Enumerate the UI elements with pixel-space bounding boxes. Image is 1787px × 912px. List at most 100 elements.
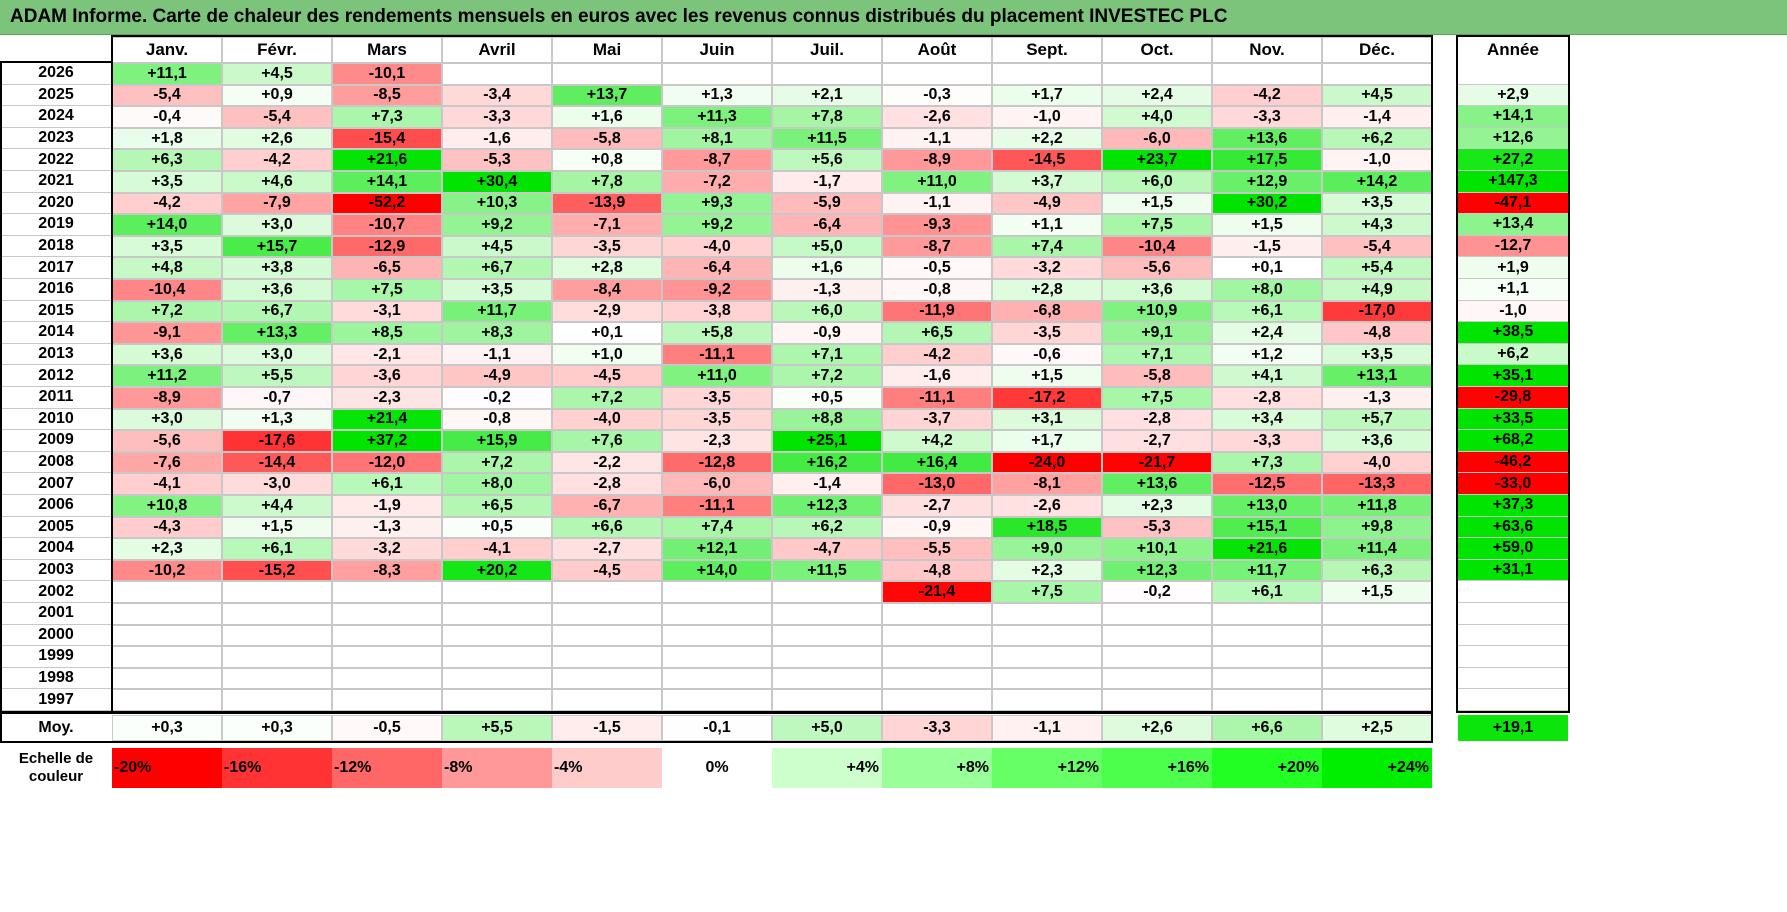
heatmap-cell[interactable]: +10,8 <box>112 495 222 517</box>
heatmap-cell[interactable]: +4,2 <box>882 430 992 452</box>
heatmap-cell[interactable]: +8,5 <box>332 322 442 344</box>
heatmap-cell[interactable]: +7,5 <box>332 279 442 301</box>
heatmap-cell[interactable] <box>992 63 1102 85</box>
heatmap-cell[interactable]: +7,2 <box>772 365 882 387</box>
heatmap-cell[interactable] <box>882 646 992 668</box>
heatmap-cell[interactable]: +8,1 <box>662 127 772 150</box>
annual-cell[interactable] <box>1458 689 1568 711</box>
heatmap-cell[interactable] <box>992 603 1102 625</box>
annual-cell[interactable]: +63,6 <box>1458 516 1568 539</box>
heatmap-cell[interactable] <box>112 689 222 711</box>
annual-cell[interactable]: +37,3 <box>1458 495 1568 517</box>
heatmap-cell[interactable]: +7,6 <box>552 430 662 452</box>
heatmap-cell[interactable]: -1,4 <box>1322 106 1432 128</box>
average-cell[interactable]: -0,5 <box>332 715 442 741</box>
average-cell[interactable]: -1,1 <box>992 715 1102 741</box>
heatmap-cell[interactable] <box>552 603 662 625</box>
heatmap-cell[interactable]: +30,4 <box>442 171 552 193</box>
heatmap-cell[interactable] <box>1322 603 1432 625</box>
heatmap-cell[interactable]: -5,4 <box>112 84 222 107</box>
heatmap-cell[interactable]: +14,2 <box>1322 171 1432 193</box>
heatmap-cell[interactable] <box>1212 667 1322 690</box>
heatmap-cell[interactable]: +4,6 <box>222 171 332 193</box>
heatmap-cell[interactable]: +11,0 <box>662 365 772 387</box>
heatmap-cell[interactable]: +1,6 <box>772 257 882 279</box>
heatmap-cell[interactable]: -0,7 <box>222 387 332 409</box>
heatmap-cell[interactable]: +21,6 <box>332 149 442 171</box>
heatmap-cell[interactable]: -5,8 <box>1102 365 1212 387</box>
heatmap-cell[interactable]: +3,5 <box>112 235 222 258</box>
heatmap-cell[interactable] <box>1102 667 1212 690</box>
annual-cell[interactable]: -12,7 <box>1458 235 1568 258</box>
heatmap-cell[interactable]: -2,8 <box>1102 408 1212 431</box>
heatmap-cell[interactable] <box>772 624 882 647</box>
heatmap-cell[interactable]: +11,8 <box>1322 495 1432 517</box>
heatmap-cell[interactable]: -21,7 <box>1102 451 1212 474</box>
heatmap-cell[interactable]: +7,5 <box>1102 214 1212 236</box>
heatmap-cell[interactable]: +0,8 <box>552 149 662 171</box>
heatmap-cell[interactable] <box>882 63 992 85</box>
heatmap-cell[interactable]: -6,0 <box>662 473 772 495</box>
heatmap-cell[interactable]: +6,3 <box>112 149 222 171</box>
heatmap-cell[interactable]: +4,8 <box>112 257 222 279</box>
annual-cell[interactable] <box>1458 667 1568 690</box>
annual-cell[interactable]: +68,2 <box>1458 430 1568 452</box>
heatmap-cell[interactable]: -4,5 <box>552 559 662 582</box>
heatmap-cell[interactable]: +1,7 <box>992 430 1102 452</box>
heatmap-cell[interactable] <box>882 624 992 647</box>
heatmap-cell[interactable] <box>1212 689 1322 711</box>
heatmap-cell[interactable]: +11,3 <box>662 106 772 128</box>
heatmap-cell[interactable]: +6,1 <box>1212 581 1322 603</box>
heatmap-cell[interactable]: +12,3 <box>1102 559 1212 582</box>
heatmap-cell[interactable]: -5,6 <box>112 430 222 452</box>
heatmap-cell[interactable]: -3,6 <box>332 365 442 387</box>
heatmap-cell[interactable] <box>1212 646 1322 668</box>
heatmap-cell[interactable]: -10,4 <box>1102 235 1212 258</box>
heatmap-cell[interactable]: +13,0 <box>1212 495 1322 517</box>
heatmap-cell[interactable]: +8,0 <box>442 473 552 495</box>
heatmap-cell[interactable]: +4,4 <box>222 495 332 517</box>
heatmap-cell[interactable] <box>1102 689 1212 711</box>
heatmap-cell[interactable]: +6,7 <box>442 257 552 279</box>
heatmap-cell[interactable]: +2,3 <box>112 538 222 560</box>
heatmap-cell[interactable]: +15,7 <box>222 235 332 258</box>
heatmap-cell[interactable]: +1,6 <box>552 106 662 128</box>
heatmap-cell[interactable]: -2,3 <box>662 430 772 452</box>
heatmap-cell[interactable] <box>222 603 332 625</box>
heatmap-cell[interactable]: +2,2 <box>992 127 1102 150</box>
heatmap-cell[interactable]: -10,7 <box>332 214 442 236</box>
heatmap-cell[interactable]: -2,7 <box>882 495 992 517</box>
heatmap-cell[interactable]: +3,6 <box>222 279 332 301</box>
heatmap-cell[interactable]: -17,6 <box>222 430 332 452</box>
annual-cell[interactable]: +38,5 <box>1458 322 1568 344</box>
average-cell[interactable]: -0,1 <box>662 715 772 741</box>
heatmap-cell[interactable]: -0,2 <box>442 387 552 409</box>
heatmap-cell[interactable]: +0,5 <box>442 516 552 539</box>
heatmap-cell[interactable]: +2,4 <box>1102 84 1212 107</box>
heatmap-cell[interactable] <box>1212 624 1322 647</box>
heatmap-cell[interactable] <box>442 667 552 690</box>
average-cell[interactable]: +5,0 <box>772 715 882 741</box>
heatmap-cell[interactable]: -1,4 <box>772 473 882 495</box>
heatmap-cell[interactable]: +4,0 <box>1102 106 1212 128</box>
heatmap-cell[interactable] <box>222 646 332 668</box>
heatmap-cell[interactable]: +1,0 <box>552 343 662 366</box>
heatmap-cell[interactable]: +7,3 <box>1212 451 1322 474</box>
heatmap-cell[interactable]: -10,1 <box>332 63 442 85</box>
heatmap-cell[interactable]: -14,5 <box>992 149 1102 171</box>
heatmap-cell[interactable]: -3,0 <box>222 473 332 495</box>
heatmap-cell[interactable]: +7,2 <box>112 300 222 323</box>
heatmap-cell[interactable]: -6,4 <box>772 214 882 236</box>
heatmap-cell[interactable] <box>442 603 552 625</box>
heatmap-cell[interactable]: +11,5 <box>772 559 882 582</box>
heatmap-cell[interactable]: -2,8 <box>1212 387 1322 409</box>
annual-cell[interactable] <box>1458 646 1568 668</box>
heatmap-cell[interactable]: -1,1 <box>882 192 992 215</box>
heatmap-cell[interactable]: -2,9 <box>552 300 662 323</box>
heatmap-cell[interactable]: -3,2 <box>332 538 442 560</box>
heatmap-cell[interactable] <box>662 667 772 690</box>
heatmap-cell[interactable]: +6,0 <box>772 300 882 323</box>
heatmap-cell[interactable] <box>332 603 442 625</box>
heatmap-cell[interactable] <box>442 581 552 603</box>
average-cell[interactable]: +2,6 <box>1102 715 1212 741</box>
